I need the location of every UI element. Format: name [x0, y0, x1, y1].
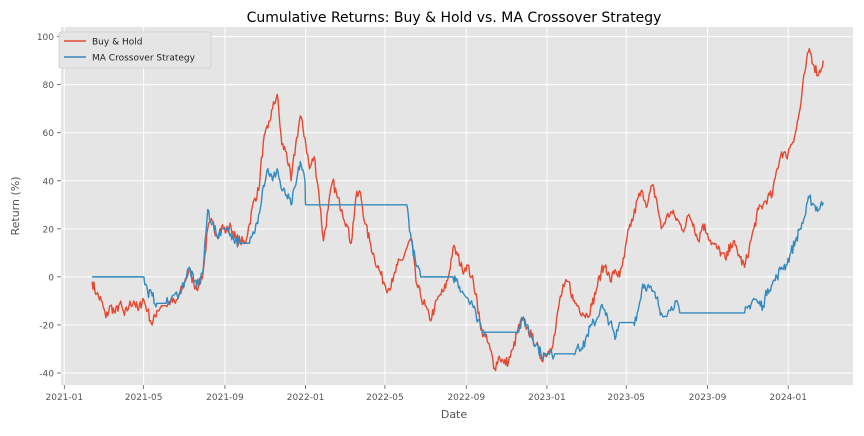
x-tick-label: 2023-05	[607, 393, 645, 403]
x-axis-label: Date	[441, 408, 468, 421]
series-line-ma-crossover	[92, 160, 824, 360]
legend-label-ma-crossover: MA Crossover Strategy	[92, 54, 196, 64]
x-tick-label: 2023-01	[528, 393, 566, 403]
x-tick-label: 2024-01	[769, 393, 807, 403]
chart-title: Cumulative Returns: Buy & Hold vs. MA Cr…	[247, 10, 662, 26]
x-tick-label: 2021-05	[125, 393, 163, 403]
y-tick-label: 20	[43, 225, 55, 235]
y-tick-label: -40	[39, 369, 54, 379]
x-tick-label: 2023-09	[689, 393, 727, 403]
plot-area	[61, 27, 853, 385]
x-tick-label: 2022-09	[447, 393, 485, 403]
x-tick-label: 2021-09	[206, 393, 244, 403]
y-tick-label: -20	[39, 321, 54, 331]
series-layer	[91, 47, 824, 372]
x-axis-ticks: 2021-01 2021-05 2021-09 2022-01 2022-05 2022-…	[46, 385, 807, 403]
legend-label-buy-hold: Buy & Hold	[92, 38, 142, 48]
y-tick-label: 80	[43, 81, 55, 91]
legend-box	[58, 31, 212, 69]
y-tick-label: 40	[43, 177, 55, 187]
y-tick-label: 100	[37, 33, 54, 43]
x-tick-label: 2022-01	[287, 393, 325, 403]
y-tick-label: 60	[43, 129, 55, 139]
y-tick-label: 0	[48, 273, 54, 283]
legend: Buy & Hold MA Crossover Strategy	[58, 31, 212, 69]
y-axis-ticks: -40 -20 0 20 40 60 80 100	[37, 33, 61, 379]
x-tick-label: 2022-05	[366, 393, 404, 403]
y-axis-label: Return (%)	[9, 176, 22, 235]
x-tick-label: 2021-01	[46, 393, 84, 403]
